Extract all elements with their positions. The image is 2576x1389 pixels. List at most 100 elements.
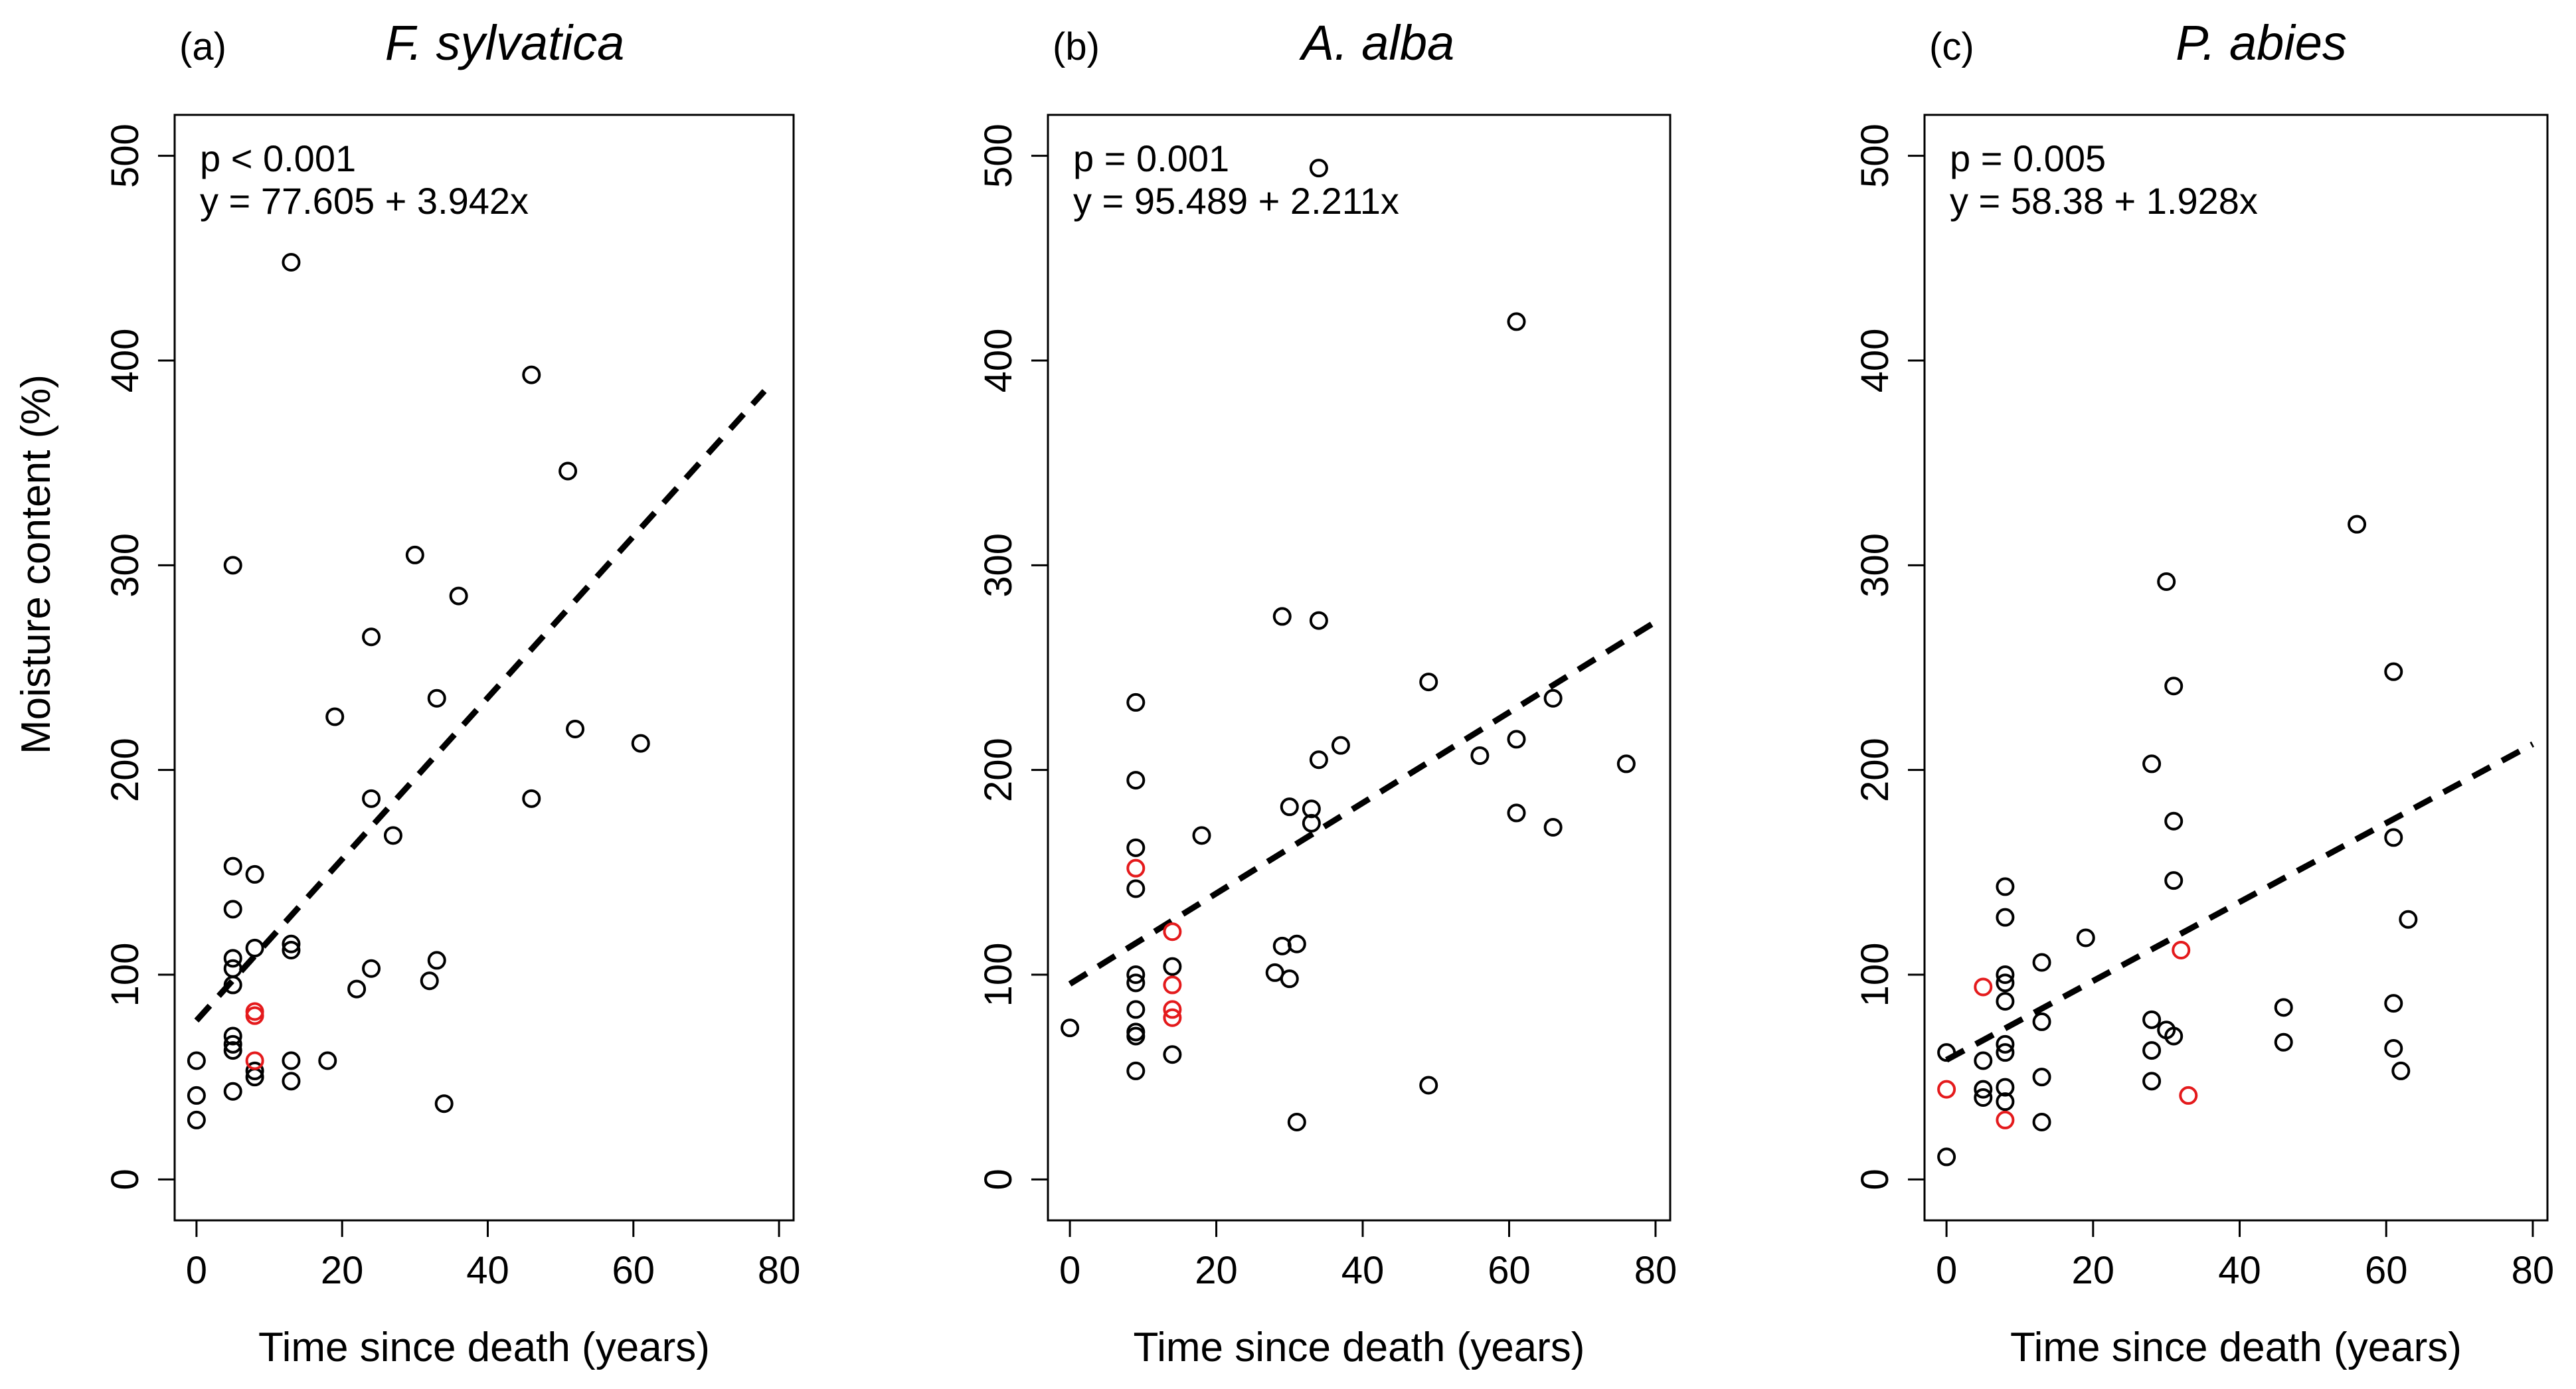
data-point — [223, 857, 242, 876]
data-point — [2399, 910, 2418, 929]
data-point — [223, 1041, 242, 1060]
data-point — [1974, 1080, 1993, 1099]
data-point — [427, 689, 446, 708]
data-point — [1996, 965, 2015, 984]
y-tick-label: 200 — [104, 738, 147, 802]
data-point — [1974, 1051, 1993, 1070]
data-point — [1419, 673, 1438, 692]
data-point — [2274, 1032, 2293, 1052]
data-point — [1126, 771, 1146, 790]
data-point — [223, 1082, 242, 1101]
y-tick-label: 100 — [1853, 943, 1897, 1007]
regression-equation: y = 77.605 + 3.942x — [200, 180, 529, 222]
species-title: F. sylvatica — [385, 15, 625, 70]
data-point — [2348, 515, 2367, 534]
data-point — [1309, 750, 1328, 770]
data-point — [1126, 973, 1146, 993]
x-tick-label: 80 — [1634, 1249, 1677, 1292]
data-point — [1061, 1019, 1080, 1038]
data-point — [1302, 813, 1321, 833]
data-point — [631, 734, 650, 753]
x-tick-label: 60 — [1488, 1249, 1531, 1292]
data-point — [2142, 754, 2162, 774]
y-tick-label: 500 — [104, 123, 147, 188]
y-tick-label: 300 — [1853, 533, 1897, 598]
x-tick-label: 0 — [1936, 1249, 1957, 1292]
data-point — [420, 971, 439, 991]
data-point — [1309, 159, 1328, 178]
plot-frame — [173, 114, 795, 1222]
data-point — [522, 789, 541, 808]
data-point — [1616, 754, 1636, 774]
data-point — [1937, 1043, 1956, 1062]
x-tick-label: 40 — [2218, 1249, 2261, 1292]
x-tick-label: 0 — [186, 1249, 207, 1292]
data-point — [1126, 1026, 1146, 1046]
data-point — [434, 1094, 454, 1113]
data-point — [1543, 689, 1563, 708]
data-point — [1331, 736, 1350, 755]
x-tick-label: 20 — [321, 1249, 364, 1292]
data-point — [2384, 662, 2403, 681]
regression-equation: y = 58.38 + 1.928x — [1950, 180, 2258, 222]
x-tick-label: 20 — [1195, 1249, 1238, 1292]
data-point — [1419, 1076, 1438, 1095]
x-tick-label: 60 — [612, 1249, 655, 1292]
data-point — [325, 707, 345, 726]
data-point — [2076, 928, 2095, 947]
data-point-highlighted — [2179, 1086, 2198, 1105]
regression-equation: y = 95.489 + 2.211x — [1073, 180, 1399, 222]
data-point — [1126, 693, 1146, 712]
plot-frame — [1047, 114, 1672, 1222]
data-point — [2142, 1010, 2162, 1029]
data-point — [1126, 1000, 1146, 1019]
y-tick-label: 500 — [1853, 123, 1897, 188]
y-tick-label: 400 — [1853, 329, 1897, 393]
data-point — [223, 975, 242, 995]
data-point — [2384, 1039, 2403, 1058]
y-tick-label: 400 — [977, 329, 1020, 393]
data-point-highlighted — [1996, 1110, 2015, 1129]
data-point-highlighted — [1163, 1008, 1182, 1027]
data-point — [362, 627, 381, 647]
x-tick-label: 80 — [758, 1249, 801, 1292]
x-axis-label: Time since death (years) — [1134, 1325, 1585, 1370]
x-axis-label: Time since death (years) — [2010, 1325, 2462, 1370]
data-point — [1507, 730, 1526, 749]
data-point-highlighted — [2172, 941, 2191, 959]
panel-b: (b) A. alba 0 20 40 60 80 0 100 200 300 400 500 Time … — [977, 15, 1677, 1370]
x-tick-label: 20 — [2072, 1249, 2115, 1292]
data-point — [362, 959, 381, 978]
data-point — [558, 461, 578, 481]
data-point-highlighted — [1163, 922, 1182, 941]
data-point-highlighted — [245, 1051, 264, 1070]
data-point — [405, 545, 424, 564]
data-point — [2157, 572, 2176, 591]
x-tick-label: 60 — [2365, 1249, 2408, 1292]
data-point — [383, 826, 402, 845]
data-point — [2032, 1113, 2051, 1131]
data-point — [187, 1051, 206, 1070]
species-title: P. abies — [2176, 15, 2347, 70]
data-point — [1163, 1045, 1182, 1064]
data-point — [1280, 969, 1299, 989]
data-point — [449, 586, 468, 606]
x-tick-label: 40 — [1341, 1249, 1385, 1292]
data-point — [2032, 1012, 2051, 1031]
data-point — [1272, 607, 1292, 626]
y-tick-label: 0 — [104, 1169, 147, 1190]
data-point — [1996, 973, 2015, 993]
p-value-text: p = 0.005 — [1950, 137, 2106, 179]
data-point — [1126, 838, 1146, 857]
data-point — [1126, 879, 1146, 898]
p-value-text: p < 0.001 — [200, 137, 356, 179]
data-point — [1937, 1147, 1956, 1167]
y-axis-label: Moisture content (%) — [13, 374, 59, 754]
data-point — [223, 959, 242, 978]
data-point — [2164, 871, 2184, 890]
data-point — [566, 720, 585, 738]
data-point — [2384, 994, 2403, 1013]
data-point — [318, 1051, 337, 1070]
data-point — [2384, 828, 2403, 847]
regression-line — [1068, 619, 1658, 987]
